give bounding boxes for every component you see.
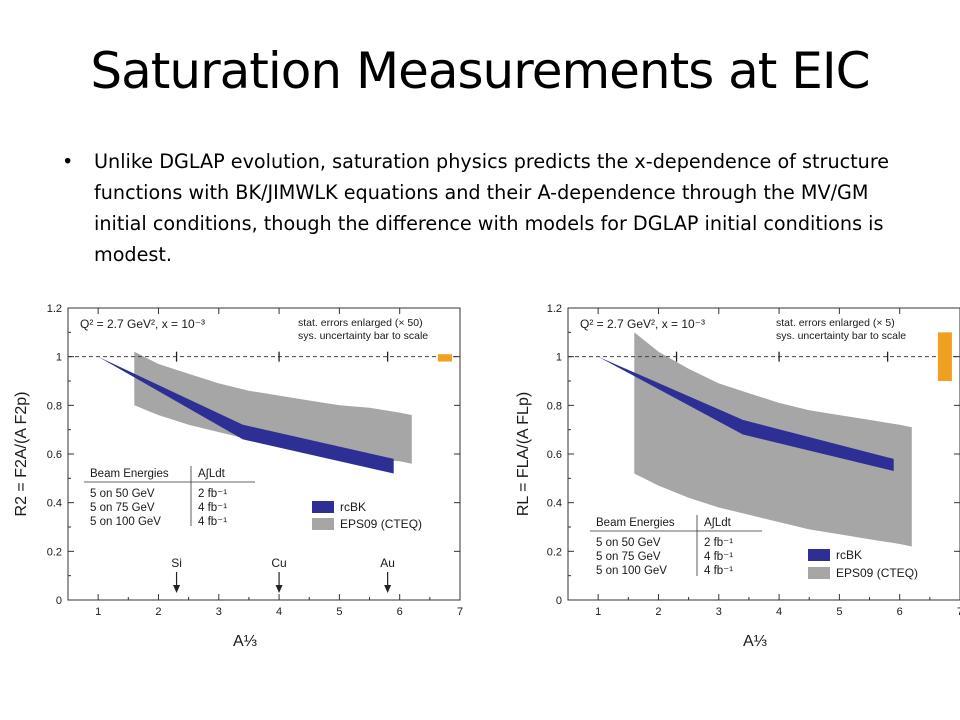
rl-table-header-beam: Beam Energies (596, 517, 675, 529)
rl-table-header-lumi: A∫Ldt (704, 517, 732, 529)
rl-x-tick-label: 3 (716, 606, 722, 618)
r2-table-header-beam: Beam Energies (90, 468, 169, 480)
rl-y-tick-label: 1.2 (547, 303, 562, 315)
bullet-text: Unlike DGLAP evolution, saturation physi… (94, 150, 890, 266)
r2-table-row-beam: 5 on 50 GeV (90, 488, 155, 500)
r2-legend-eps09-swatch (312, 518, 334, 530)
r2-x-tick-label: 3 (216, 606, 222, 618)
r2-table-row-beam: 5 on 100 GeV (90, 516, 161, 528)
rl-y-tick-label: 0.8 (547, 400, 562, 412)
rl-plot-frame (567, 307, 960, 601)
r2-table-row-lumi: 4 fb⁻¹ (198, 502, 227, 514)
rl-ratio-chart: 1 2 3 4 5 6 7 0 0.2 0.4 0.6 0.8 1 1.2 Q² = 2.7 GeV², … (515, 303, 960, 650)
rl-y-tick-label: 0.4 (547, 498, 562, 510)
rl-stat-note: stat. errors enlarged (× 5) (776, 317, 895, 329)
rl-x-tick-label: 4 (776, 606, 782, 618)
rl-x-tick-label: 1 (595, 606, 601, 618)
r2-element-arrow-head (275, 585, 283, 593)
r2-band-rcbk (98, 356, 394, 474)
rl-tick-layer: 1 2 3 4 5 6 7 0 0.2 0.4 0.6 0.8 1 1.2 (547, 303, 960, 618)
rl-table-row-beam: 5 on 75 GeV (596, 551, 661, 563)
r2-ratio-chart: 1 2 3 4 5 6 7 0 0.2 0.4 0.6 0.8 1 1.2 Q² = 2.7 GeV², … (13, 303, 463, 650)
r2-table-header-lumi: A∫Ldt (198, 468, 226, 480)
r2-x-tick-label: 4 (276, 606, 282, 618)
r2-y-tick-label: 0 (56, 595, 62, 607)
r2-y-tick-label: 0.4 (47, 498, 62, 510)
r2-plot-frame (67, 307, 461, 601)
r2-element-arrow-head (384, 585, 392, 593)
rl-y-tick-label: 1 (556, 352, 562, 364)
r2-kinematics-label: Q² = 2.7 GeV², x = 10⁻³ (80, 317, 205, 331)
rl-x-tick-label: 2 (655, 606, 661, 618)
rl-y-tick-label: 0.6 (547, 449, 562, 461)
r2-x-tick-label: 6 (397, 606, 403, 618)
rl-x-tick-label: 5 (836, 606, 842, 618)
rl-y-axis-title: RL = FLA/(A FLp) (515, 392, 532, 516)
rl-luminosity-table: Beam Energies A∫Ldt 5 on 50 GeV 2 fb⁻¹ 5… (590, 515, 762, 577)
bullet-item: • Unlike DGLAP evolution, saturation phy… (62, 146, 922, 270)
rl-legend-rcbk-swatch (808, 549, 830, 561)
r2-data-layer (68, 351, 460, 474)
rl-x-axis-title: A⅓ (743, 633, 767, 650)
rl-legend-eps09-label: EPS09 (CTEQ) (836, 566, 918, 580)
r2-table-row-lumi: 4 fb⁻¹ (198, 516, 227, 528)
rl-y-tick-label: 0 (556, 595, 562, 607)
rl-table-row-lumi: 4 fb⁻¹ (704, 551, 733, 563)
r2-sys-note: sys. uncertainty bar to scale (298, 330, 428, 342)
rl-table-row-lumi: 2 fb⁻¹ (704, 537, 733, 549)
r2-x-tick-label: 1 (95, 606, 101, 618)
r2-x-tick-label: 5 (336, 606, 342, 618)
rl-kinematics-label: Q² = 2.7 GeV², x = 10⁻³ (580, 317, 705, 331)
r2-element-label: Si (171, 556, 182, 570)
r2-y-tick-label: 0.2 (47, 546, 62, 558)
r2-legend-eps09-label: EPS09 (CTEQ) (340, 517, 422, 531)
rl-x-tick-label: 6 (897, 606, 903, 618)
r2-legend-rcbk-swatch (312, 501, 334, 513)
r2-element-arrow-head (173, 585, 181, 593)
slide-title: Saturation Measurements at EIC (90, 42, 870, 100)
rl-sys-uncertainty-bar (937, 332, 952, 381)
rl-legend-rcbk-label: rcBK (836, 548, 862, 562)
r2-element-markers: Si Cu Au (171, 556, 395, 593)
r2-band-eps09 (134, 351, 412, 464)
r2-legend: rcBK EPS09 (CTEQ) (312, 500, 422, 531)
r2-y-tick-label: 0.6 (47, 449, 62, 461)
rl-sys-note: sys. uncertainty bar to scale (776, 330, 906, 342)
r2-y-tick-label: 0.8 (47, 400, 62, 412)
r2-y-axis-title: R2 = F2A/(A F2p) (13, 392, 30, 517)
r2-stat-note: stat. errors enlarged (× 50) (298, 317, 423, 329)
r2-x-tick-label: 7 (457, 606, 463, 618)
r2-element-label: Au (380, 556, 395, 570)
r2-x-tick-label: 2 (155, 606, 161, 618)
r2-table-row-lumi: 2 fb⁻¹ (198, 488, 227, 500)
rl-band-rcbk (598, 356, 894, 471)
r2-luminosity-table: Beam Energies A∫Ldt 5 on 50 GeV 2 fb⁻¹ 5… (84, 466, 255, 528)
r2-y-tick-label: 1.2 (47, 303, 62, 315)
rl-legend-eps09-swatch (808, 567, 830, 579)
rl-x-tick-label: 7 (957, 606, 960, 618)
rl-table-row-lumi: 4 fb⁻¹ (704, 565, 733, 577)
r2-element-label: Cu (271, 556, 286, 570)
r2-y-tick-label: 1 (56, 352, 62, 364)
rl-legend: rcBK EPS09 (CTEQ) (808, 548, 918, 580)
r2-sys-uncertainty-bar (437, 354, 452, 362)
r2-legend-rcbk-label: rcBK (340, 500, 366, 514)
r2-x-axis-title: A⅓ (233, 633, 257, 650)
r2-tick-layer: 1 2 3 4 5 6 7 0 0.2 0.4 0.6 0.8 1 1.2 (47, 303, 463, 618)
rl-y-tick-label: 0.2 (547, 546, 562, 558)
rl-table-row-beam: 5 on 100 GeV (596, 565, 667, 577)
rl-data-layer (568, 332, 960, 547)
bullet-dot: • (62, 150, 74, 173)
r2-table-row-beam: 5 on 75 GeV (90, 502, 155, 514)
rl-table-row-beam: 5 on 50 GeV (596, 537, 661, 549)
